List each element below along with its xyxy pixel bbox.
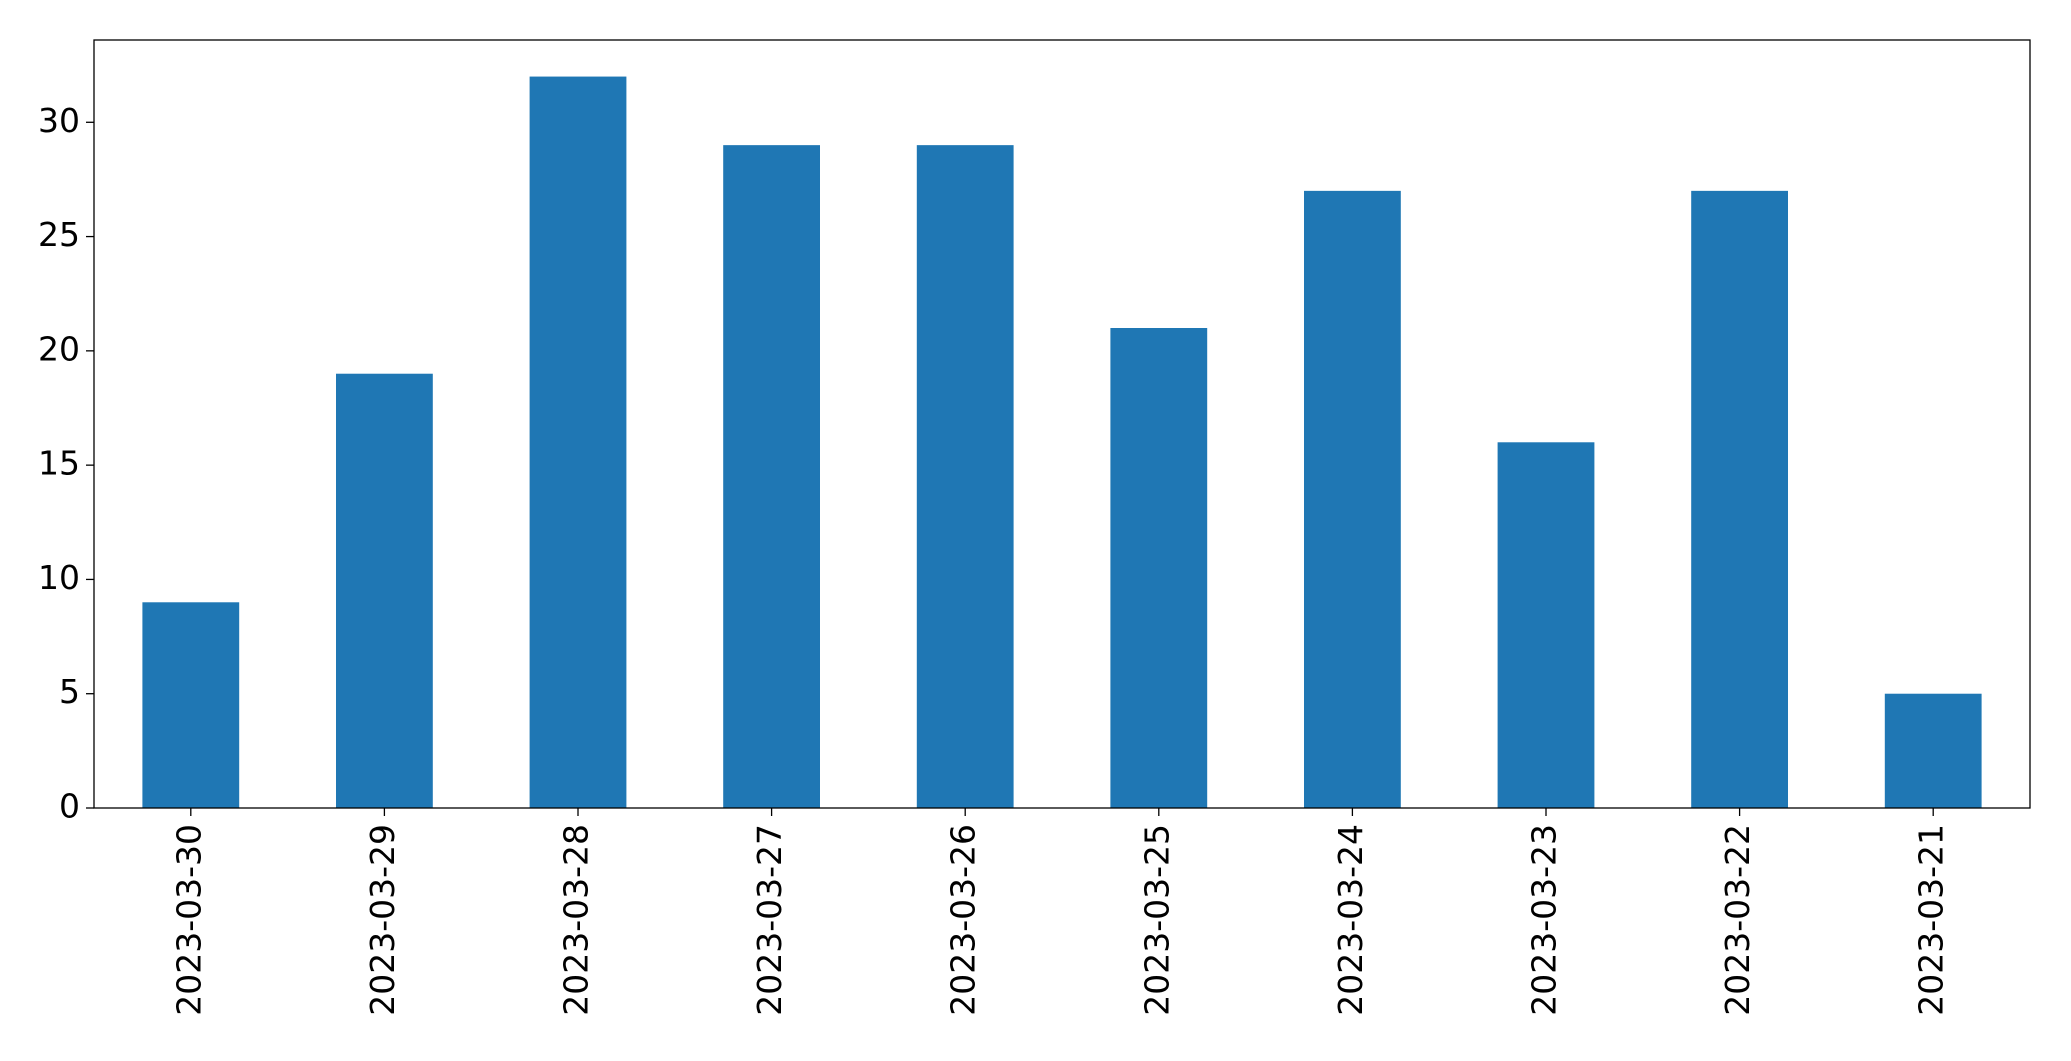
y-tick-label: 5 xyxy=(59,672,80,711)
bar xyxy=(336,373,433,808)
y-tick-label: 15 xyxy=(38,444,80,483)
x-tick-label: 2023-03-28 xyxy=(557,824,596,1016)
x-tick-label: 2023-03-26 xyxy=(944,824,983,1016)
x-tick-label: 2023-03-27 xyxy=(750,824,789,1016)
bar xyxy=(723,145,820,809)
x-tick-label: 2023-03-23 xyxy=(1525,824,1564,1016)
x-tick-label: 2023-03-21 xyxy=(1912,824,1951,1016)
x-tick-label: 2023-03-24 xyxy=(1331,824,1370,1016)
x-tick-label: 2023-03-29 xyxy=(363,824,402,1016)
bar xyxy=(529,76,627,809)
y-tick-label: 20 xyxy=(38,329,80,368)
bar xyxy=(1691,190,1788,808)
y-tick-label: 30 xyxy=(38,101,80,140)
bar xyxy=(1497,442,1595,808)
x-tick-label: 2023-03-25 xyxy=(1137,824,1176,1016)
x-tick-label: 2023-03-30 xyxy=(169,824,208,1016)
plot-frame xyxy=(93,39,2031,809)
bar xyxy=(142,602,240,808)
bar xyxy=(1304,190,1401,808)
bar xyxy=(1110,328,1208,808)
y-tick-label: 10 xyxy=(38,558,80,597)
y-tick-label: 25 xyxy=(38,215,80,254)
x-tick-label: 2023-03-22 xyxy=(1718,824,1757,1016)
bar xyxy=(916,145,1014,809)
bar xyxy=(1884,693,1982,808)
y-tick-label: 0 xyxy=(59,787,80,826)
